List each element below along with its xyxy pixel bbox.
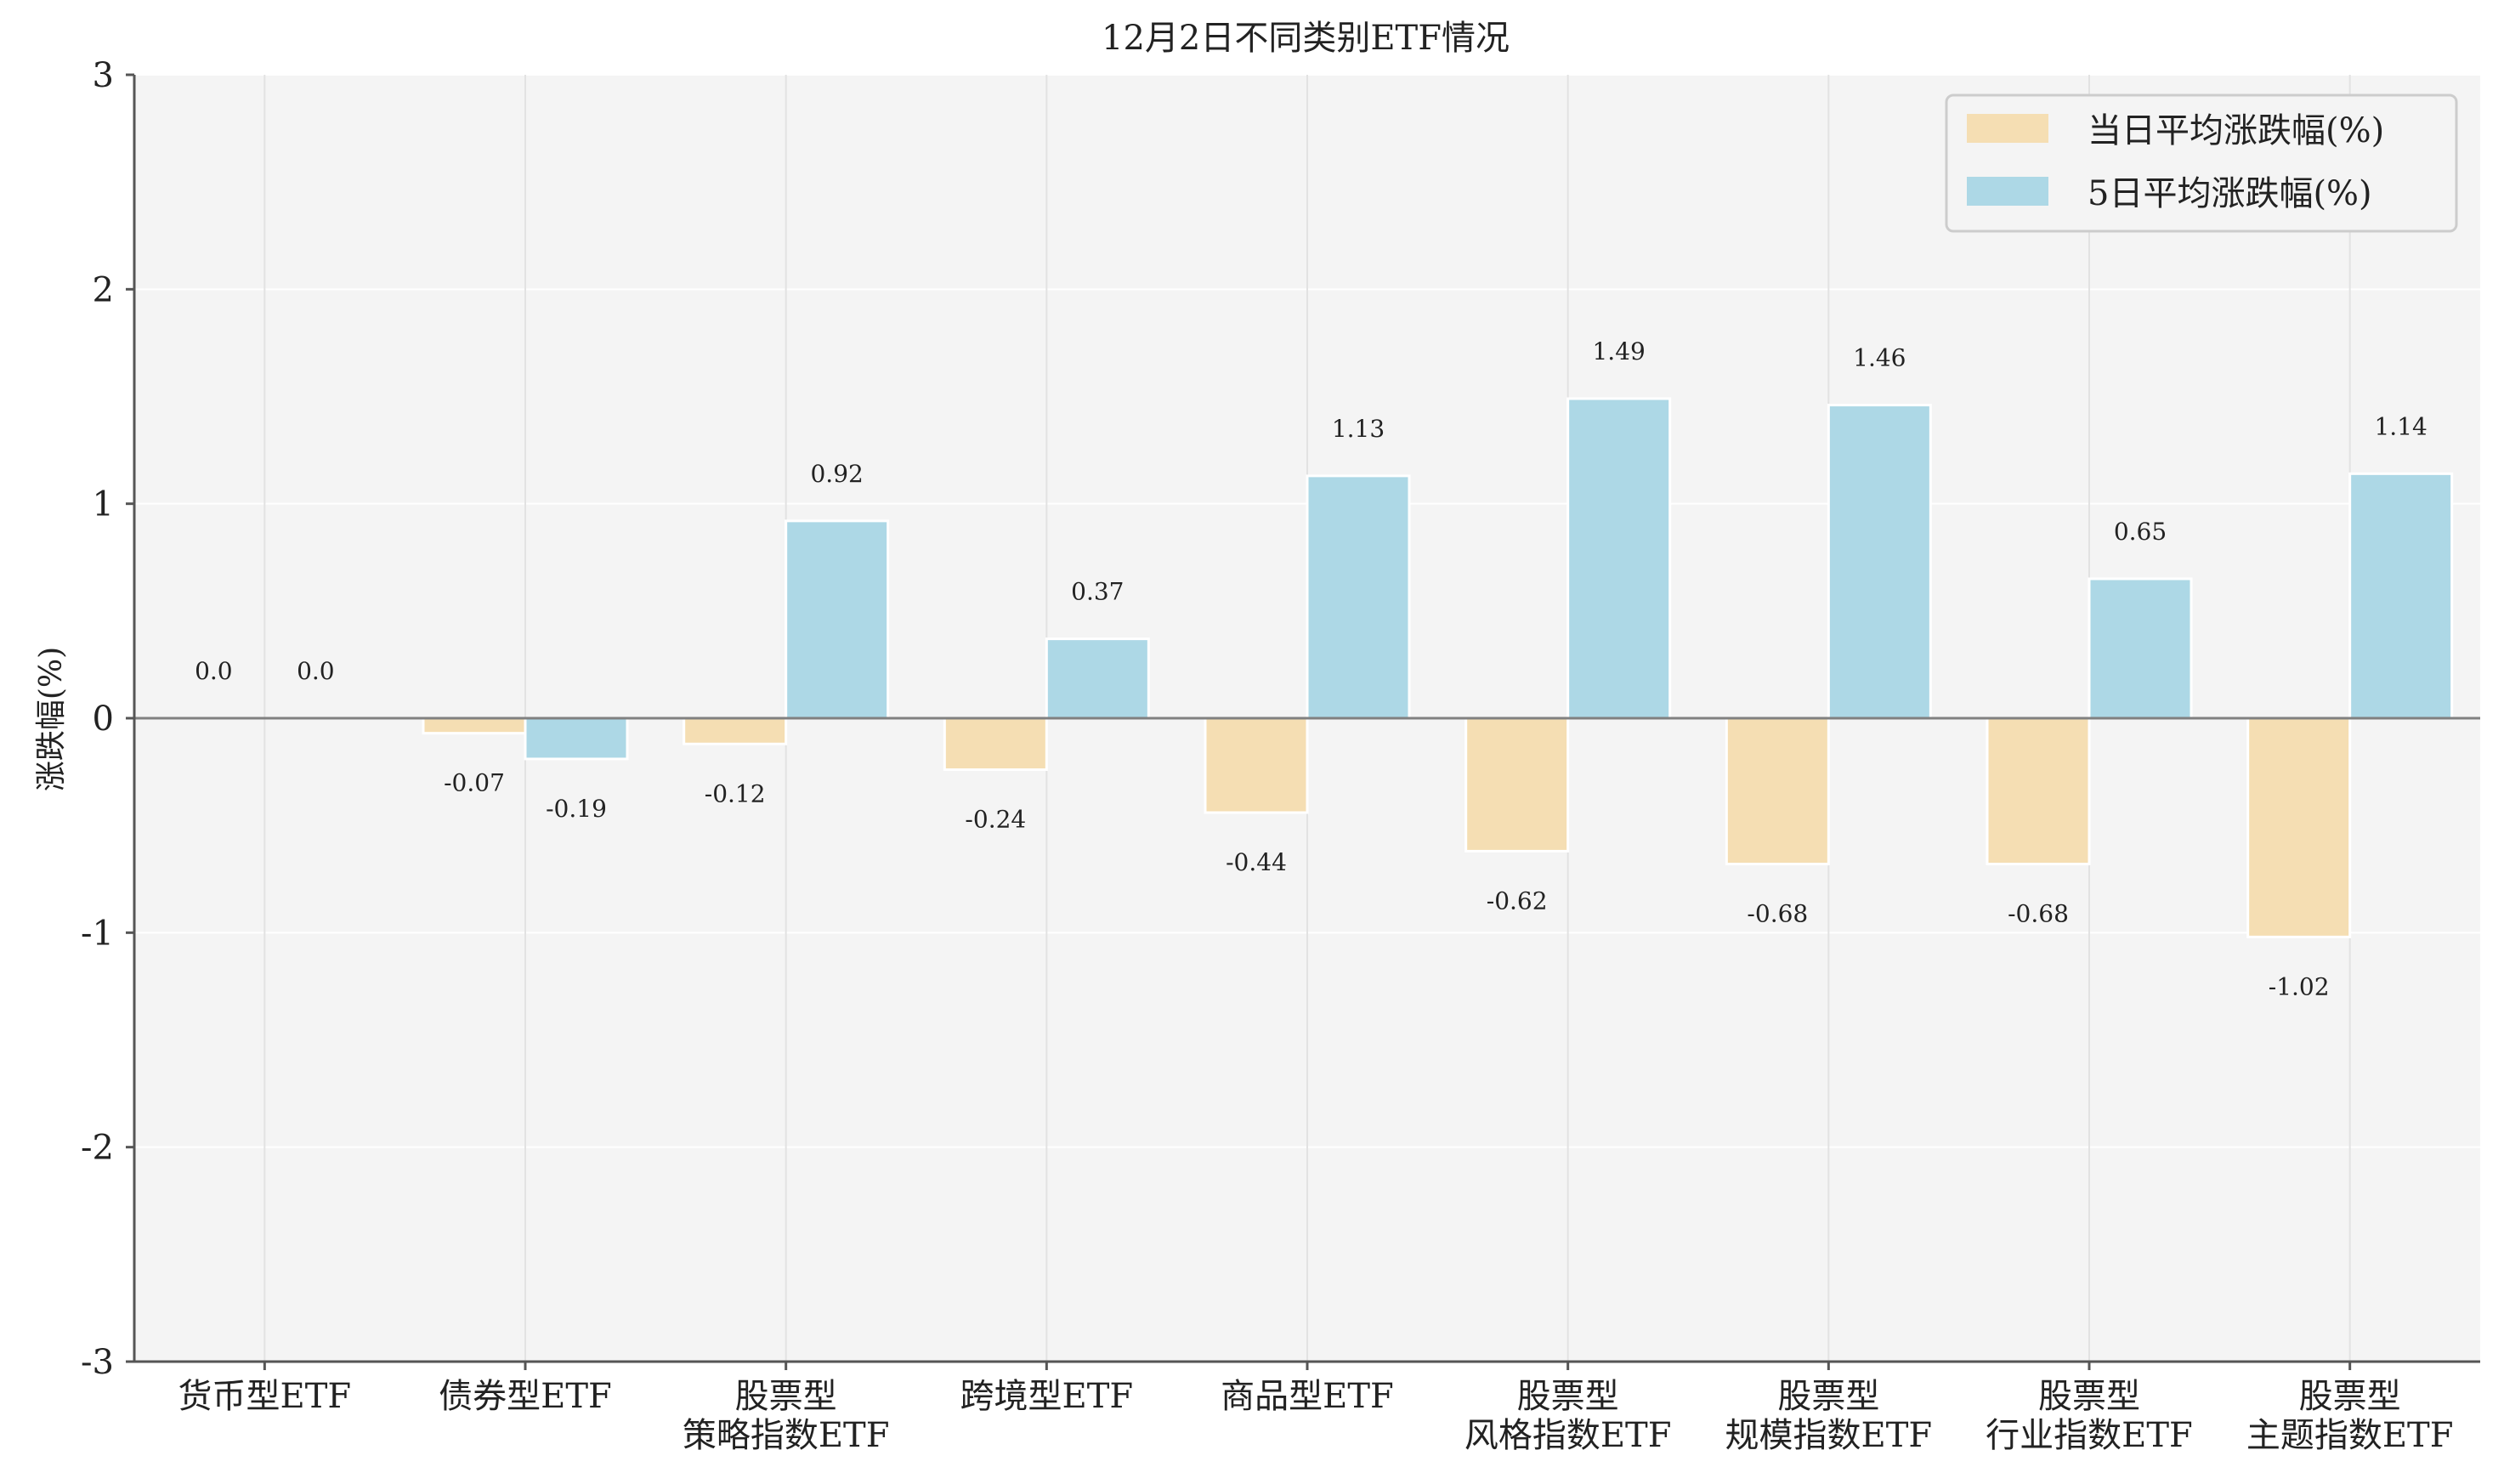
data-label-daily: -0.07	[444, 769, 505, 797]
x-tick-label: 股票型策略指数ETF	[683, 1377, 890, 1455]
y-tick-label: 0	[93, 700, 114, 739]
x-tick-label-line: 跨境型ETF	[960, 1377, 1134, 1416]
data-label-5day: 0.37	[1071, 578, 1124, 606]
x-tick-label-line: 行业指数ETF	[1986, 1416, 2193, 1455]
x-tick-label-line: 股票型	[2038, 1377, 2140, 1416]
data-label-5day: 1.13	[1332, 415, 1385, 443]
x-tick-label-line: 股票型	[735, 1377, 837, 1416]
y-tick-label: 3	[93, 56, 114, 95]
bar-daily[interactable]	[943, 717, 1048, 772]
y-tick-label: 2	[93, 270, 114, 309]
x-tick-label: 股票型风格指数ETF	[1464, 1377, 1672, 1455]
data-label-daily: -1.02	[2269, 972, 2330, 1000]
chart-title: 12月2日不同类别ETF情况	[1102, 19, 1510, 58]
x-tick-label: 债券型ETF	[439, 1377, 612, 1416]
legend-swatch-daily	[1967, 114, 2048, 143]
x-tick-label-line: 股票型	[1517, 1377, 1619, 1416]
data-label-daily: -0.44	[1226, 848, 1287, 876]
bar-5day[interactable]	[2348, 472, 2454, 720]
y-tick-label: 1	[93, 485, 114, 524]
data-label-5day: 1.46	[1853, 344, 1906, 372]
data-label-daily: 0.0	[195, 657, 233, 685]
x-tick-label-line: 债券型ETF	[439, 1377, 612, 1416]
data-label-daily: -0.62	[1487, 886, 1548, 915]
data-label-5day: 0.0	[297, 657, 335, 685]
bar-daily[interactable]	[1986, 717, 2091, 866]
x-tick-label-line: 规模指数ETF	[1725, 1416, 1933, 1455]
x-tick-label: 股票型行业指数ETF	[1986, 1377, 2193, 1455]
bar-daily[interactable]	[422, 717, 527, 735]
data-label-5day: 0.92	[810, 460, 863, 488]
bar-5day[interactable]	[1566, 397, 1672, 720]
bar-daily[interactable]	[1204, 717, 1309, 814]
data-label-5day: 0.65	[2114, 518, 2167, 546]
x-tick-label-line: 风格指数ETF	[1464, 1416, 1672, 1455]
x-tick-label: 货币型ETF	[178, 1377, 352, 1416]
bar-daily[interactable]	[683, 717, 788, 745]
data-label-daily: -0.24	[965, 806, 1026, 834]
x-tick-label: 股票型主题指数ETF	[2246, 1377, 2454, 1455]
legend-label-5day: 5日平均涨跌幅(%)	[2088, 174, 2372, 213]
bar-5day[interactable]	[785, 519, 890, 720]
x-tick-label: 商品型ETF	[1221, 1377, 1394, 1416]
data-label-5day: 1.49	[1592, 337, 1645, 365]
data-label-daily: -0.68	[1747, 900, 1808, 928]
y-axis-label: 涨跌幅(%)	[34, 647, 69, 791]
legend-frame	[1945, 93, 2458, 233]
bar-5day[interactable]	[1306, 474, 1411, 720]
data-label-5day: -0.19	[546, 795, 607, 823]
bar-5day[interactable]	[1045, 637, 1150, 720]
bar-daily[interactable]	[2246, 717, 2352, 938]
x-tick-label-line: 策略指数ETF	[683, 1416, 890, 1455]
y-tick-label: -2	[81, 1129, 114, 1168]
bar-daily[interactable]	[1464, 717, 1570, 852]
y-tick-label: -1	[81, 914, 114, 953]
bar-5day[interactable]	[1827, 404, 1932, 720]
legend-swatch-5day	[1967, 177, 2048, 206]
x-tick-label-line: 商品型ETF	[1221, 1377, 1394, 1416]
y-tick-label: -3	[81, 1343, 114, 1382]
data-label-daily: -0.12	[705, 779, 766, 807]
x-tick-label-line: 股票型	[2299, 1377, 2401, 1416]
data-label-daily: -0.68	[2008, 900, 2069, 928]
bar-5day[interactable]	[2088, 577, 2193, 720]
x-tick-label: 跨境型ETF	[960, 1377, 1134, 1416]
x-tick-label-line: 股票型	[1777, 1377, 1879, 1416]
data-labels: 0.0 -0.07 -0.12 -0.24 -0.44 -0.62 -0.68 -0.68 -1…	[195, 337, 2428, 1000]
bar-daily[interactable]	[1725, 717, 1830, 866]
x-tick-label-line: 货币型ETF	[178, 1377, 352, 1416]
bars	[161, 397, 2454, 938]
data-label-5day: 1.14	[2374, 412, 2427, 440]
x-tick-label-line: 主题指数ETF	[2246, 1416, 2454, 1455]
x-tick-label: 股票型规模指数ETF	[1725, 1377, 1933, 1455]
y-tick-labels: -3 -2 -1 0 1 2 3	[81, 56, 134, 1382]
bar-5day[interactable]	[524, 717, 629, 761]
legend[interactable]: 当日平均涨跌幅(%) 5日平均涨跌幅(%)	[1945, 93, 2458, 233]
legend-label-daily: 当日平均涨跌幅(%)	[2088, 111, 2384, 150]
